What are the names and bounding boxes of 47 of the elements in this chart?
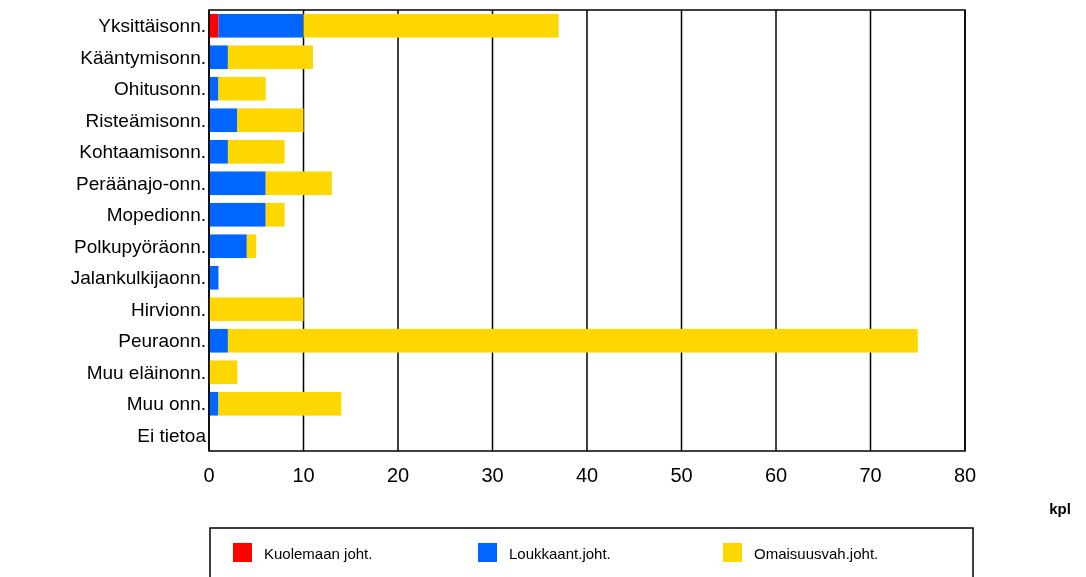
- bar: [227, 139, 285, 164]
- bar: [265, 202, 285, 227]
- y-tick-label: Hirvionn.: [131, 298, 206, 320]
- bar: [227, 45, 313, 70]
- x-tick-label: 50: [670, 464, 693, 486]
- y-tick-label: Risteämisonn.: [85, 109, 206, 131]
- bar: [209, 360, 238, 385]
- bar: [209, 171, 266, 196]
- y-tick-label: Peräänajo-onn.: [76, 172, 206, 194]
- y-tick-label: Kääntymisonn.: [80, 46, 206, 68]
- bar: [209, 139, 228, 164]
- y-tick-label: Peuraonn.: [118, 330, 206, 352]
- bar: [218, 391, 342, 416]
- x-tick-label: 60: [764, 464, 788, 486]
- x-tick-label: 10: [292, 464, 315, 486]
- bar: [209, 202, 266, 227]
- x-tick-label: 40: [575, 464, 599, 486]
- y-tick-label: Mopedionn.: [106, 204, 206, 226]
- y-tick-label: Jalankulkijaonn.: [70, 267, 206, 289]
- y-tick-label: Ei tietoa: [137, 424, 207, 446]
- y-tick-label: Kohtaamisonn.: [79, 141, 206, 163]
- bar: [209, 108, 238, 133]
- bar: [265, 171, 332, 196]
- y-tick-label: Muu eläinonn.: [86, 361, 206, 383]
- bar: [218, 13, 304, 38]
- bar: [227, 328, 918, 353]
- x-tick-label: 80: [953, 464, 977, 486]
- bar: [237, 108, 304, 133]
- y-tick-label: Muu onn.: [126, 393, 206, 415]
- legend-label: Loukkaant.joht.: [509, 544, 611, 562]
- x-axis-title: kpl: [1049, 500, 1071, 517]
- x-tick-label: 30: [481, 464, 504, 486]
- bar: [303, 13, 559, 38]
- legend-label: Kuolemaan joht.: [264, 544, 373, 562]
- bar: [218, 76, 266, 101]
- y-tick-label: Ohitusonn.: [114, 78, 206, 100]
- bar: [209, 234, 247, 259]
- bar: [209, 328, 228, 353]
- bar: [209, 45, 228, 70]
- x-tick-label: 20: [386, 464, 410, 486]
- legend-label: Omaisuusvah.joht.: [754, 544, 879, 562]
- x-tick-label: 0: [203, 464, 215, 486]
- bar: [209, 297, 304, 322]
- x-tick-label: 70: [859, 464, 882, 486]
- y-tick-label: Yksittäisonn.: [98, 15, 206, 37]
- bar: [246, 234, 257, 259]
- y-tick-label: Polkupyöräonn.: [73, 235, 206, 257]
